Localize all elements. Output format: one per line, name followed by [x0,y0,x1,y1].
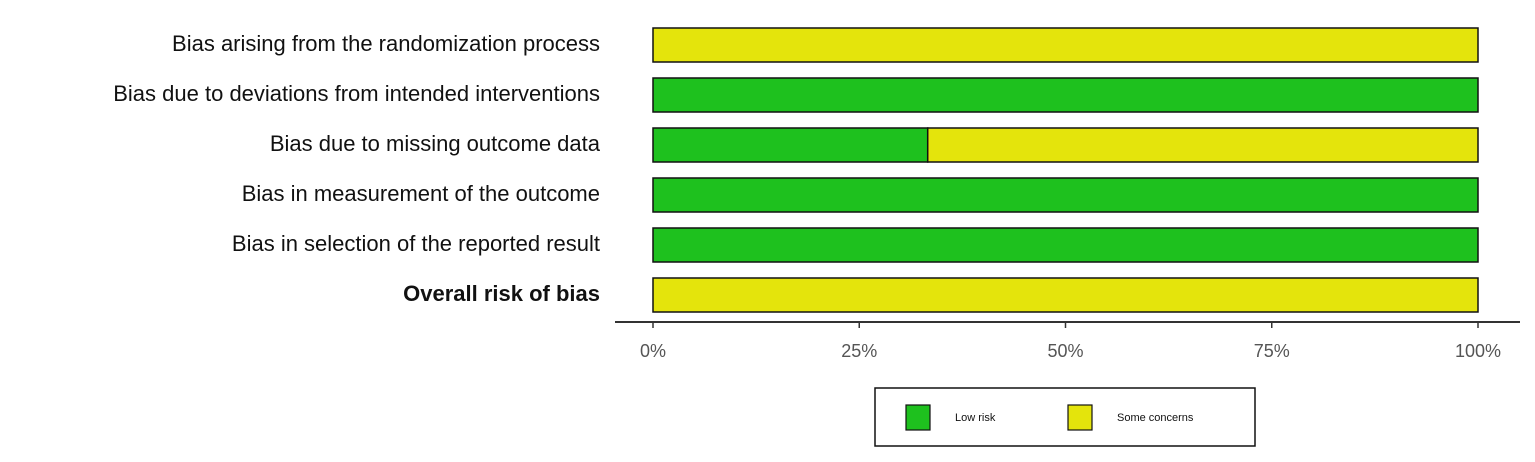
x-tick-label: 75% [1254,341,1290,361]
legend-label: Some concerns [1117,412,1194,424]
legend-swatch [905,404,931,431]
bar-segment [652,277,1479,313]
category-label: Bias in measurement of the outcome [242,181,600,206]
legend-box [874,387,1256,447]
bar-segment [652,127,929,163]
category-label: Bias arising from the randomization proc… [172,31,600,56]
category-label: Bias in selection of the reported result [232,231,600,256]
legend-label: Low risk [955,412,996,424]
category-label: Bias due to missing outcome data [270,131,601,156]
x-tick-label: 25% [841,341,877,361]
x-tick-label: 50% [1047,341,1083,361]
bar-segment [652,177,1479,213]
category-label: Overall risk of bias [403,281,600,306]
x-tick-label: 100% [1455,341,1501,361]
legend-swatch [1067,404,1093,431]
category-label: Bias due to deviations from intended int… [113,81,600,106]
bar-segment [926,127,1479,163]
bar-segment [652,227,1479,263]
x-tick-label: 0% [640,341,666,361]
bar-segment [652,77,1479,113]
bar-segment [652,27,1479,63]
